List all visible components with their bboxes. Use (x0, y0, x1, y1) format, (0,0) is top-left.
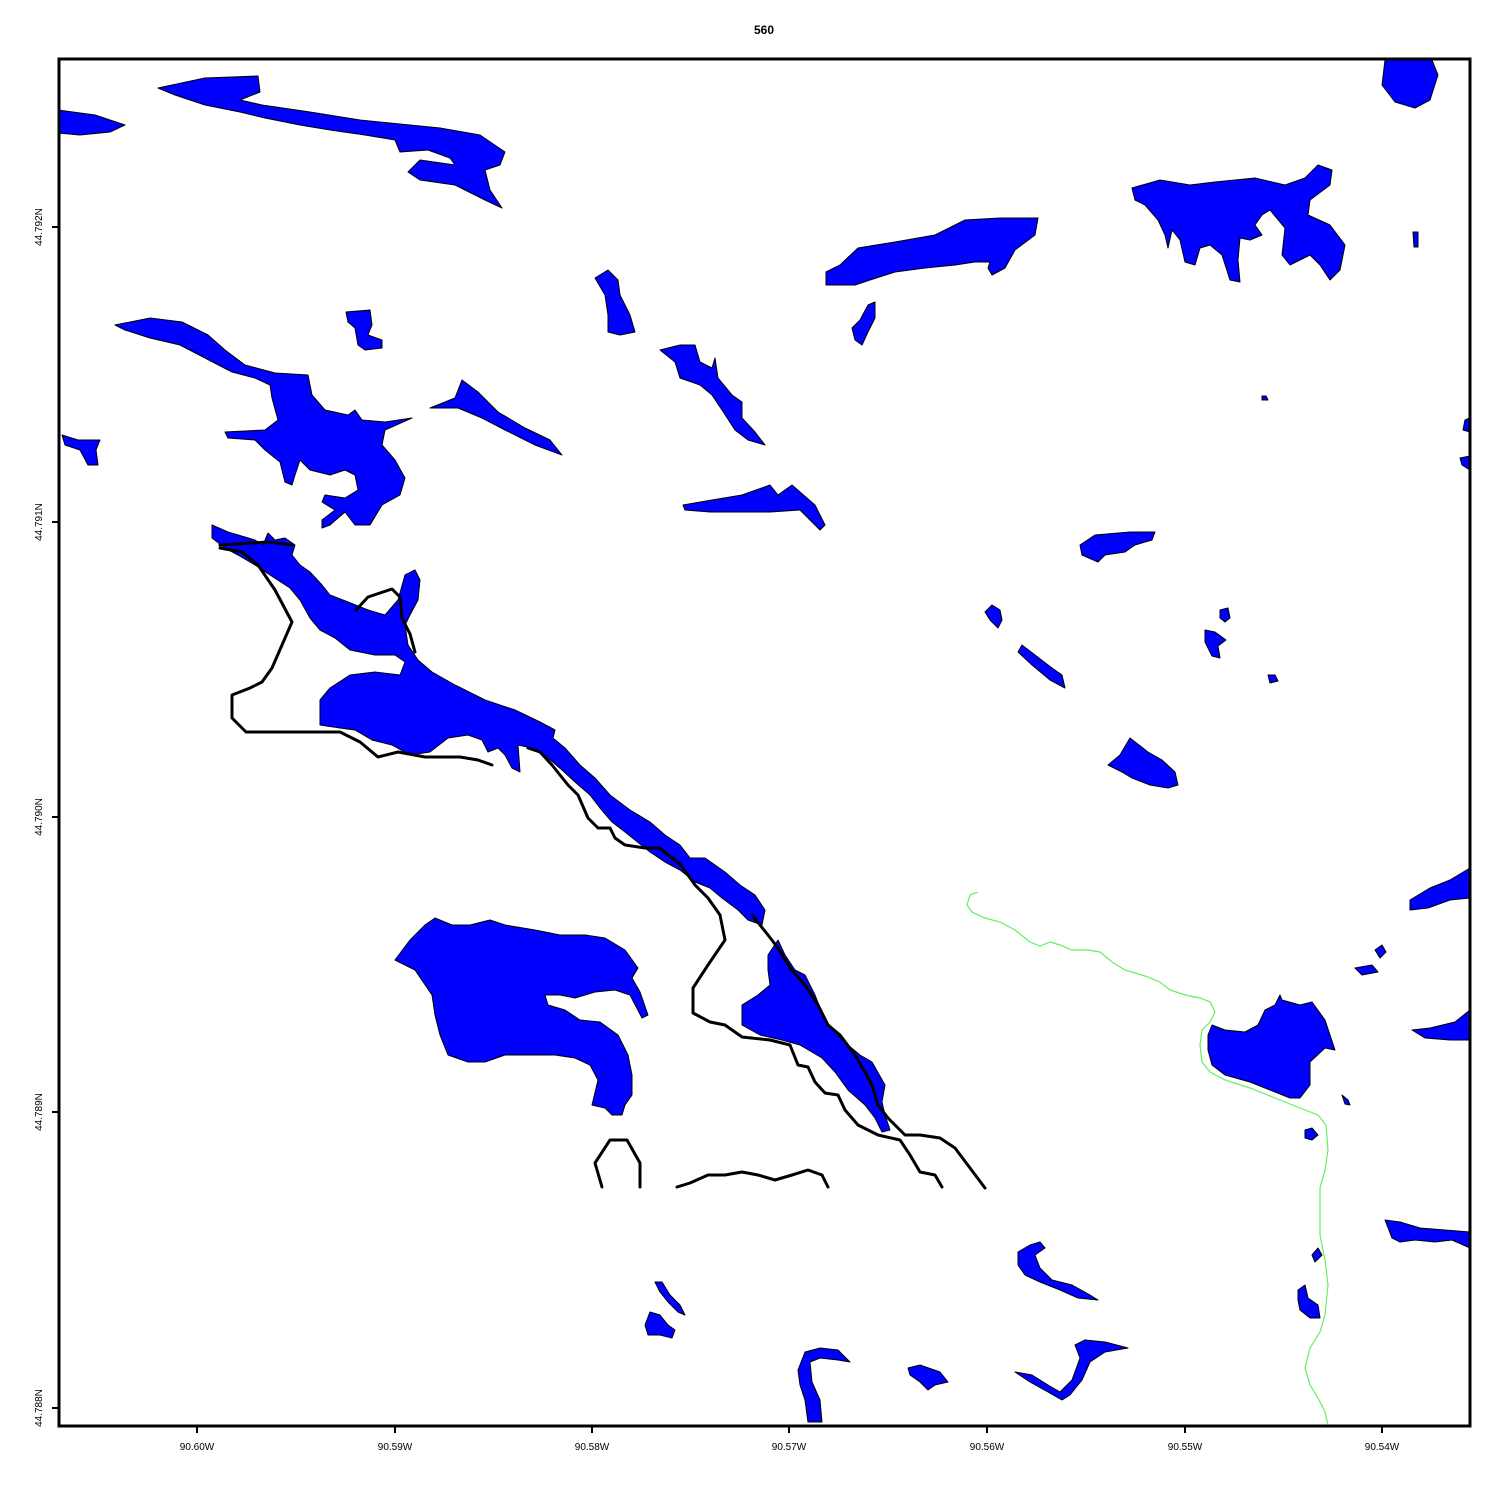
lake (1017, 644, 1066, 689)
lake (1017, 1241, 1099, 1301)
lake (1311, 1247, 1323, 1263)
road (218, 540, 294, 547)
y-tick-label: 44.789N (34, 1093, 45, 1131)
lake (114, 317, 413, 529)
stream (966, 891, 1329, 1426)
lake (851, 301, 876, 346)
roads-layer (218, 540, 987, 1190)
lake (741, 939, 891, 1133)
lake (1207, 994, 1336, 1099)
x-tick-label: 90.54W (1365, 1442, 1400, 1453)
lake (61, 434, 101, 466)
lake (659, 344, 766, 446)
lake (644, 1311, 676, 1339)
lake (825, 217, 1039, 286)
lake (1341, 1094, 1351, 1106)
lake (1079, 531, 1156, 563)
lake (682, 484, 826, 531)
plot-area (57, 59, 1471, 1426)
x-axis: 90.60W 90.59W 90.58W 90.57W 90.56W 90.55… (180, 1426, 1400, 1453)
x-tick-label: 90.58W (575, 1442, 610, 1453)
lake (1204, 629, 1227, 659)
road (218, 546, 494, 767)
lake (984, 604, 1003, 629)
x-tick-label: 90.60W (180, 1442, 215, 1453)
road (750, 913, 987, 1190)
lake (429, 379, 563, 456)
lake (1412, 231, 1419, 248)
x-tick-label: 90.57W (772, 1442, 807, 1453)
lake (1131, 164, 1346, 283)
lake (797, 1347, 851, 1423)
lake (1261, 395, 1269, 401)
y-tick-label: 44.792N (34, 208, 45, 246)
y-tick-label: 44.790N (34, 798, 45, 836)
lake (394, 917, 649, 1116)
lake (1267, 674, 1279, 684)
y-tick-label: 44.791N (34, 503, 45, 541)
lake (1304, 1127, 1319, 1141)
x-tick-label: 90.56W (970, 1442, 1005, 1453)
lake (1297, 1284, 1321, 1319)
x-tick-label: 90.55W (1168, 1442, 1203, 1453)
lakes-layer (57, 59, 1471, 1423)
lake (1014, 1339, 1129, 1401)
road (593, 1138, 642, 1189)
map-frame (57, 57, 1472, 1428)
lake (1381, 59, 1439, 109)
x-tick-label: 90.59W (378, 1442, 413, 1453)
lake (907, 1364, 949, 1391)
lake (1374, 944, 1387, 959)
lake (1219, 607, 1231, 623)
y-tick-label: 44.788N (34, 1389, 45, 1427)
lake (1354, 964, 1379, 976)
road (675, 1168, 830, 1189)
lake (211, 524, 766, 926)
lake (157, 75, 506, 209)
road (354, 587, 417, 654)
road (526, 746, 944, 1189)
lake (1107, 737, 1179, 789)
map-title: 560 (754, 23, 774, 37)
y-axis: 44.792N 44.791N 44.790N 44.789N 44.788N (34, 208, 59, 1427)
lake (654, 1281, 686, 1316)
lake (594, 269, 636, 336)
lake (1384, 1219, 1471, 1249)
streams-layer (966, 891, 1329, 1426)
lake (345, 309, 383, 351)
